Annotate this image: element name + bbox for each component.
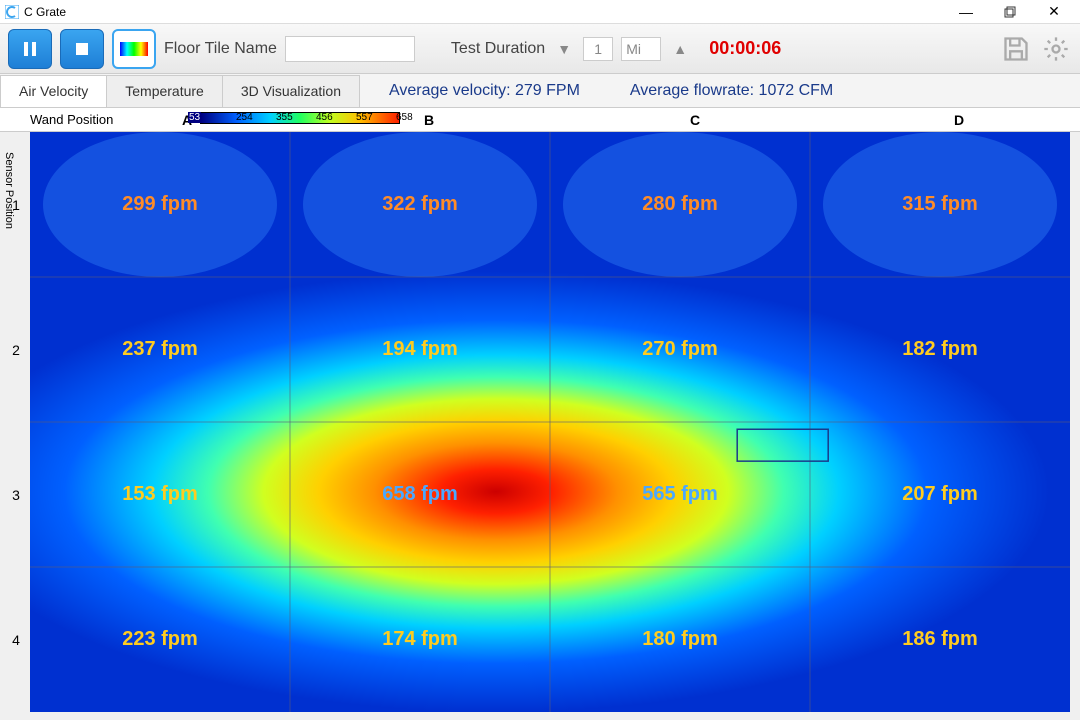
toolbar: Floor Tile Name Test Duration ▼ ▲ 00:00:…	[0, 24, 1080, 74]
test-duration-label: Test Duration	[451, 40, 545, 58]
row-label-3: 3	[7, 487, 25, 503]
x-axis-title: Wand Position	[30, 112, 113, 127]
chart-area: Sensor Position 1 2 3 4 299 fpm 322 fpm 28…	[5, 132, 1075, 716]
avg-velocity-stat: Average velocity: 279 FPM	[389, 82, 580, 100]
heatmap-cell-value: 315 fpm	[902, 193, 978, 215]
heatmap-cell-value: 180 fpm	[642, 628, 718, 650]
heatmap[interactable]: 299 fpm 322 fpm 280 fpm 315 fpm 237 fpm 194 f…	[30, 132, 1070, 712]
avg-flowrate-stat: Average flowrate: 1072 CFM	[630, 82, 833, 100]
heatmap-cell-value: 186 fpm	[902, 628, 978, 650]
tab-3d-visualization[interactable]: 3D Visualization	[222, 75, 360, 107]
tab-air-velocity[interactable]: Air Velocity	[0, 75, 107, 107]
timer-display: 00:00:06	[709, 38, 781, 59]
duration-unit-input[interactable]	[621, 37, 661, 61]
heatmap-cell-value: 207 fpm	[902, 483, 978, 505]
duration-down-button[interactable]: ▼	[553, 38, 575, 60]
pause-button[interactable]	[8, 29, 52, 69]
colorbar-icon	[120, 42, 148, 56]
save-button[interactable]	[1000, 33, 1032, 65]
heatmap-cell-value: 565 fpm	[642, 483, 718, 505]
heatmap-cell-value: 182 fpm	[902, 338, 978, 360]
settings-button[interactable]	[1040, 33, 1072, 65]
heatmap-cell-value: 658 fpm	[382, 483, 458, 505]
heatmap-cell-value: 280 fpm	[642, 193, 718, 215]
heatmap-cell-value: 299 fpm	[122, 193, 198, 215]
col-label-c: C	[690, 112, 700, 128]
tabs-row: Air Velocity Temperature 3D Visualizatio…	[0, 74, 1080, 108]
heatmap-cell-value: 270 fpm	[642, 338, 718, 360]
window-title: C Grate	[24, 5, 944, 19]
row-label-2: 2	[7, 342, 25, 358]
heatmap-cell-value: 237 fpm	[122, 338, 198, 360]
app-icon	[4, 4, 20, 20]
column-header-row: Wand Position A 53 254 355 456 557 658 B…	[0, 108, 1080, 132]
heatmap-cell-value: 174 fpm	[382, 628, 458, 650]
col-label-b: B	[424, 112, 434, 128]
titlebar: C Grate — ✕	[0, 0, 1080, 24]
color-scale-bar: 53 254 355 456 557 658	[200, 112, 400, 124]
color-mode-button[interactable]	[112, 29, 156, 69]
floor-tile-label: Floor Tile Name	[164, 40, 277, 58]
maximize-button[interactable]	[988, 0, 1032, 24]
tab-temperature[interactable]: Temperature	[106, 75, 223, 107]
stop-button[interactable]	[60, 29, 104, 69]
heatmap-cell-value: 322 fpm	[382, 193, 458, 215]
minimize-button[interactable]: —	[944, 0, 988, 24]
heatmap-cell-value: 153 fpm	[122, 483, 198, 505]
col-label-d: D	[954, 112, 964, 128]
heatmap-cell-value: 223 fpm	[122, 628, 198, 650]
duration-value-input[interactable]	[583, 37, 613, 61]
duration-up-button[interactable]: ▲	[669, 38, 691, 60]
floor-tile-input[interactable]	[285, 36, 415, 62]
y-axis-title: Sensor Position	[3, 152, 15, 229]
row-label-1: 1	[7, 197, 25, 213]
row-label-4: 4	[7, 632, 25, 648]
heatmap-cell-value: 194 fpm	[382, 338, 458, 360]
close-button[interactable]: ✕	[1032, 0, 1076, 24]
